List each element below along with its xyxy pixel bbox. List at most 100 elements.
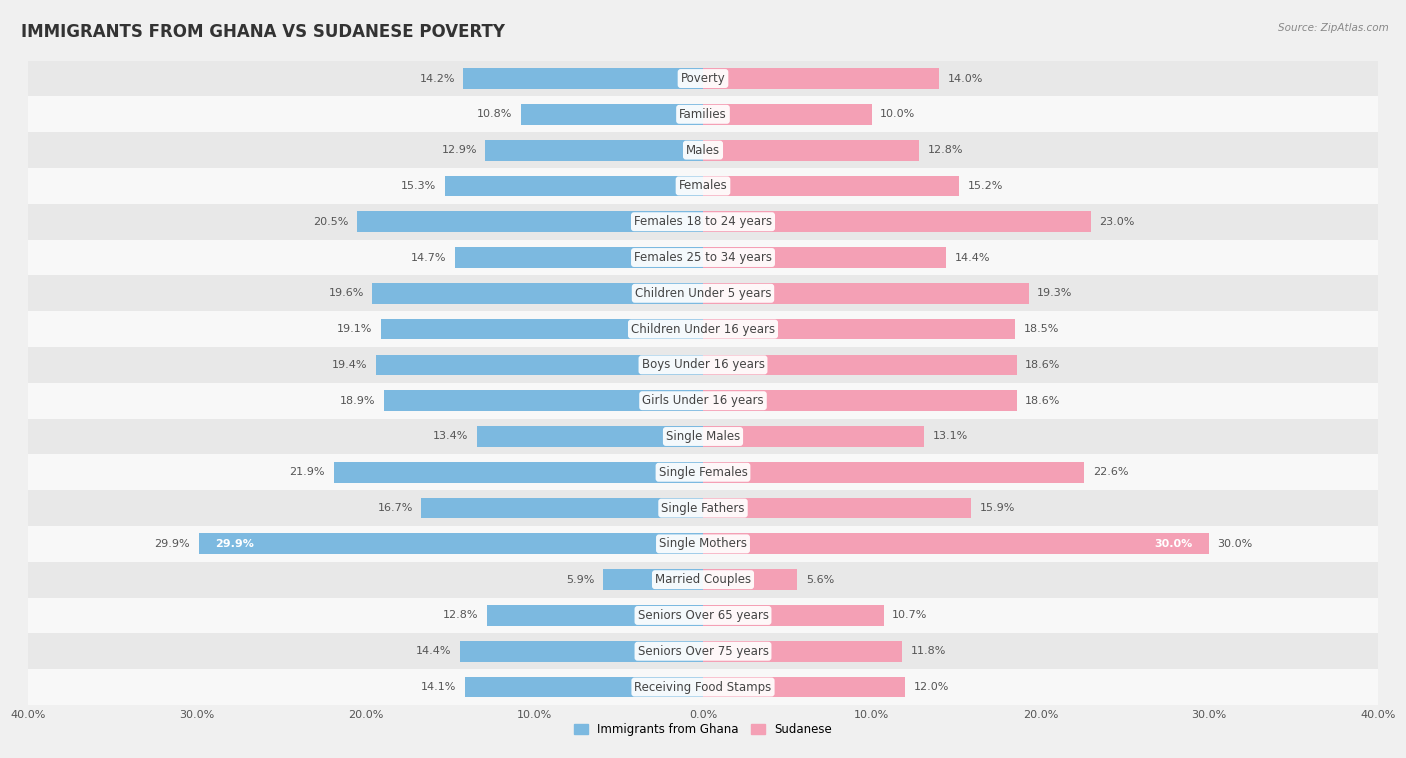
Text: 14.1%: 14.1% bbox=[422, 682, 457, 692]
Bar bbox=[703, 211, 1091, 232]
Text: 5.6%: 5.6% bbox=[806, 575, 834, 584]
Bar bbox=[703, 390, 1017, 411]
Bar bbox=[375, 355, 703, 375]
Bar bbox=[333, 462, 703, 483]
Text: Females 25 to 34 years: Females 25 to 34 years bbox=[634, 251, 772, 264]
Text: Girls Under 16 years: Girls Under 16 years bbox=[643, 394, 763, 407]
Text: Families: Families bbox=[679, 108, 727, 121]
Bar bbox=[381, 318, 703, 340]
Bar bbox=[28, 275, 1378, 312]
Text: 13.1%: 13.1% bbox=[932, 431, 967, 441]
Text: 12.9%: 12.9% bbox=[441, 145, 477, 155]
Text: 10.7%: 10.7% bbox=[891, 610, 928, 621]
Text: Males: Males bbox=[686, 143, 720, 157]
Bar bbox=[703, 426, 924, 447]
Bar bbox=[384, 390, 703, 411]
Text: 14.0%: 14.0% bbox=[948, 74, 983, 83]
Text: 18.6%: 18.6% bbox=[1025, 396, 1060, 406]
Text: Single Males: Single Males bbox=[666, 430, 740, 443]
Text: Seniors Over 75 years: Seniors Over 75 years bbox=[637, 645, 769, 658]
Bar bbox=[28, 312, 1378, 347]
Text: 14.4%: 14.4% bbox=[955, 252, 990, 262]
Text: 10.8%: 10.8% bbox=[477, 109, 512, 119]
Text: 30.0%: 30.0% bbox=[1154, 539, 1192, 549]
Bar bbox=[373, 283, 703, 304]
Text: Source: ZipAtlas.com: Source: ZipAtlas.com bbox=[1278, 23, 1389, 33]
Text: 10.0%: 10.0% bbox=[880, 109, 915, 119]
Bar bbox=[485, 139, 703, 161]
Text: Females 18 to 24 years: Females 18 to 24 years bbox=[634, 215, 772, 228]
Bar bbox=[703, 677, 905, 697]
Bar bbox=[422, 498, 703, 518]
Text: 14.4%: 14.4% bbox=[416, 647, 451, 656]
Bar bbox=[703, 247, 946, 268]
Bar bbox=[28, 454, 1378, 490]
Bar bbox=[28, 597, 1378, 634]
Text: IMMIGRANTS FROM GHANA VS SUDANESE POVERTY: IMMIGRANTS FROM GHANA VS SUDANESE POVERT… bbox=[21, 23, 505, 41]
Bar bbox=[703, 534, 1209, 554]
Bar bbox=[28, 526, 1378, 562]
Text: 12.8%: 12.8% bbox=[928, 145, 963, 155]
Text: 21.9%: 21.9% bbox=[290, 467, 325, 478]
Bar bbox=[703, 318, 1015, 340]
Text: 18.5%: 18.5% bbox=[1024, 324, 1059, 334]
Bar bbox=[28, 562, 1378, 597]
Text: Poverty: Poverty bbox=[681, 72, 725, 85]
Text: 12.0%: 12.0% bbox=[914, 682, 949, 692]
Bar bbox=[703, 641, 903, 662]
Bar bbox=[703, 176, 959, 196]
Bar bbox=[603, 569, 703, 590]
Text: 19.6%: 19.6% bbox=[329, 288, 364, 299]
Text: 19.3%: 19.3% bbox=[1038, 288, 1073, 299]
Text: Females: Females bbox=[679, 180, 727, 193]
Text: 12.8%: 12.8% bbox=[443, 610, 478, 621]
Bar bbox=[28, 347, 1378, 383]
Text: 15.2%: 15.2% bbox=[967, 181, 1004, 191]
Bar bbox=[28, 168, 1378, 204]
Text: 14.2%: 14.2% bbox=[419, 74, 456, 83]
Bar bbox=[28, 383, 1378, 418]
Text: Single Mothers: Single Mothers bbox=[659, 537, 747, 550]
Text: 11.8%: 11.8% bbox=[911, 647, 946, 656]
Bar bbox=[703, 462, 1084, 483]
Text: 14.7%: 14.7% bbox=[411, 252, 447, 262]
Text: Single Females: Single Females bbox=[658, 465, 748, 479]
Bar bbox=[703, 104, 872, 125]
Bar bbox=[703, 283, 1029, 304]
Bar bbox=[28, 634, 1378, 669]
Bar bbox=[703, 605, 883, 626]
Bar bbox=[28, 61, 1378, 96]
Text: 20.5%: 20.5% bbox=[314, 217, 349, 227]
Text: Children Under 16 years: Children Under 16 years bbox=[631, 323, 775, 336]
Text: 13.4%: 13.4% bbox=[433, 431, 468, 441]
Text: Single Fathers: Single Fathers bbox=[661, 502, 745, 515]
Text: 19.1%: 19.1% bbox=[337, 324, 373, 334]
Text: Married Couples: Married Couples bbox=[655, 573, 751, 586]
Text: Children Under 5 years: Children Under 5 years bbox=[634, 287, 772, 300]
Legend: Immigrants from Ghana, Sudanese: Immigrants from Ghana, Sudanese bbox=[569, 719, 837, 741]
Bar bbox=[460, 641, 703, 662]
Text: 18.6%: 18.6% bbox=[1025, 360, 1060, 370]
Bar bbox=[703, 569, 797, 590]
Text: Seniors Over 65 years: Seniors Over 65 years bbox=[637, 609, 769, 622]
Bar bbox=[520, 104, 703, 125]
Text: 30.0%: 30.0% bbox=[1218, 539, 1253, 549]
Bar bbox=[703, 498, 972, 518]
Text: 22.6%: 22.6% bbox=[1092, 467, 1128, 478]
Bar bbox=[28, 669, 1378, 705]
Bar bbox=[357, 211, 703, 232]
Bar bbox=[465, 677, 703, 697]
Text: 15.9%: 15.9% bbox=[980, 503, 1015, 513]
Text: 15.3%: 15.3% bbox=[401, 181, 436, 191]
Text: Boys Under 16 years: Boys Under 16 years bbox=[641, 359, 765, 371]
Text: Receiving Food Stamps: Receiving Food Stamps bbox=[634, 681, 772, 694]
Bar bbox=[703, 139, 920, 161]
Bar bbox=[464, 68, 703, 89]
Text: 29.9%: 29.9% bbox=[155, 539, 190, 549]
Text: 16.7%: 16.7% bbox=[377, 503, 413, 513]
Bar bbox=[28, 204, 1378, 240]
Bar bbox=[477, 426, 703, 447]
Bar bbox=[198, 534, 703, 554]
Bar bbox=[28, 418, 1378, 454]
Bar bbox=[703, 68, 939, 89]
